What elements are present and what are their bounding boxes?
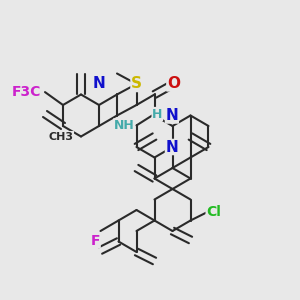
Text: Cl: Cl — [206, 206, 221, 219]
Text: N: N — [166, 140, 178, 154]
Text: N: N — [93, 76, 105, 91]
Text: F3C: F3C — [12, 85, 41, 99]
Text: H: H — [152, 107, 163, 121]
Text: O: O — [167, 76, 180, 91]
Text: S: S — [131, 76, 142, 92]
Text: F: F — [91, 234, 100, 248]
Text: NH: NH — [114, 119, 134, 132]
Text: N: N — [166, 108, 178, 123]
Text: CH3: CH3 — [49, 131, 74, 142]
